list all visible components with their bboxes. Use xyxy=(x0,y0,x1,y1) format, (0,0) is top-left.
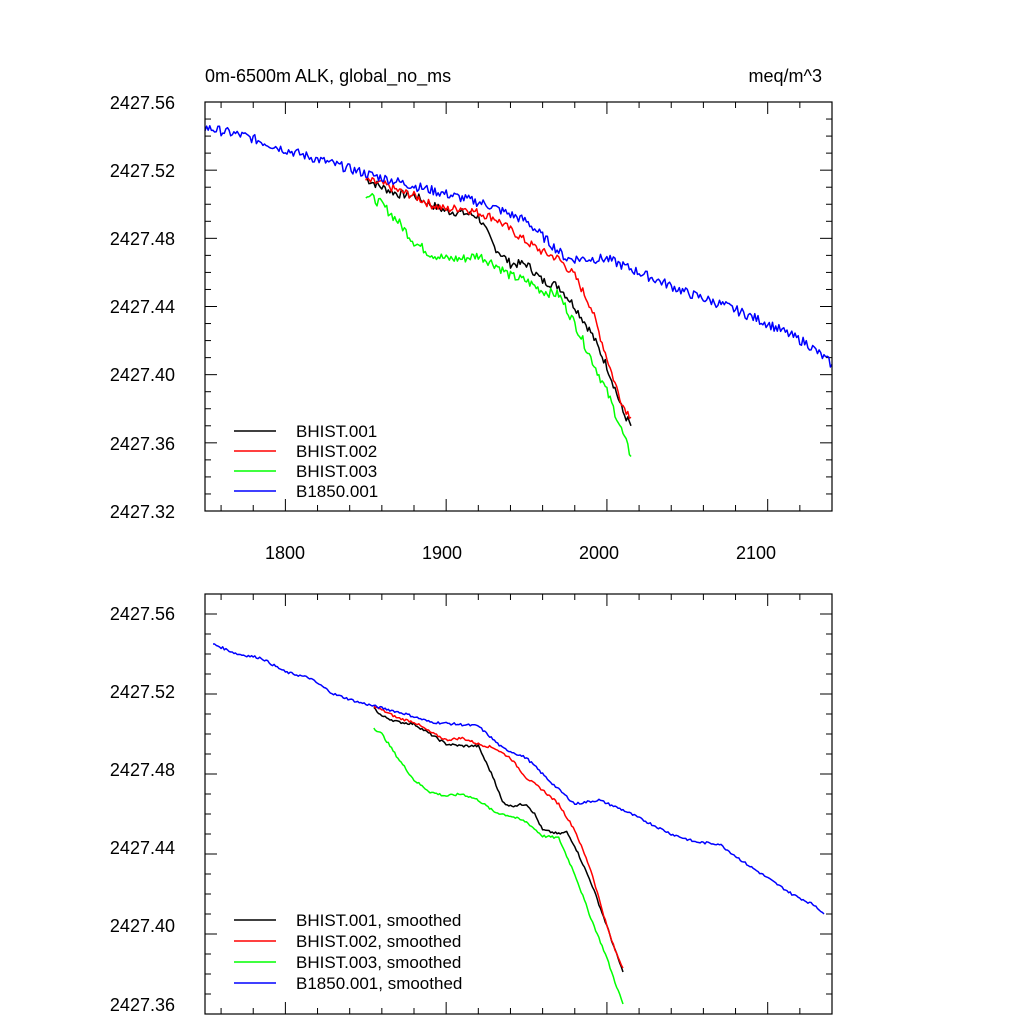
legend-label-b1850: B1850.001 xyxy=(296,482,378,501)
top-ytick-label: 2427.48 xyxy=(110,229,175,249)
top-series-line-bhist-001 xyxy=(365,178,632,427)
legend-label-bhist001: BHIST.001 xyxy=(296,422,377,441)
top-panel-title: 0m-6500m ALK, global_no_ms xyxy=(205,66,451,87)
bottom-series-line-bhist-003-smoothed xyxy=(373,727,624,1005)
bottom-ytick-label: 2427.40 xyxy=(110,916,175,936)
top-xtick-label: 1900 xyxy=(422,543,462,563)
bottom-series-lines xyxy=(213,643,825,1005)
top-ytick-label: 2427.40 xyxy=(110,365,175,385)
top-series-lines xyxy=(204,125,833,457)
top-series-line-bhist-003 xyxy=(365,192,632,457)
top-series-line-bhist-002 xyxy=(365,176,632,420)
top-panel: 0m-6500m ALK, global_no_ms meq/m^3 2427.… xyxy=(110,66,833,563)
legend-label-bhist002-smoothed: BHIST.002, smoothed xyxy=(296,932,461,951)
bottom-series-line-b1850-001-smoothed xyxy=(213,643,825,915)
legend-label-bhist003: BHIST.003 xyxy=(296,462,377,481)
top-ytick-label: 2427.44 xyxy=(110,297,175,317)
bottom-ytick-label: 2427.56 xyxy=(110,604,175,624)
top-xtick-label: 2000 xyxy=(579,543,619,563)
bottom-ytick-label: 2427.36 xyxy=(110,995,175,1015)
top-xtick-labels: 1800 1900 2000 2100 xyxy=(265,543,776,563)
top-plot-frame xyxy=(204,101,833,512)
top-ytick-labels: 2427.32 2427.36 2427.40 2427.44 2427.48 … xyxy=(110,93,175,522)
top-xtick-label: 2100 xyxy=(736,543,776,563)
bottom-ytick-label: 2427.44 xyxy=(110,838,175,858)
bottom-plot-frame xyxy=(204,593,833,1015)
bottom-panel: 2427.36 2427.40 2427.44 2427.48 2427.52 … xyxy=(110,593,833,1015)
bottom-ytick-label: 2427.48 xyxy=(110,760,175,780)
bottom-legend: BHIST.001, smoothed BHIST.002, smoothed … xyxy=(234,911,462,993)
bottom-ytick-label: 2427.52 xyxy=(110,682,175,702)
top-series-line-b1850-001 xyxy=(204,125,833,368)
top-xtick-label: 1800 xyxy=(265,543,305,563)
top-ytick-label: 2427.52 xyxy=(110,161,175,181)
bottom-series-line-bhist-001-smoothed xyxy=(373,706,624,973)
bottom-series-line-bhist-002-smoothed xyxy=(373,704,624,969)
top-ytick-label: 2427.32 xyxy=(110,502,175,522)
top-legend: BHIST.001 BHIST.002 BHIST.003 B1850.001 xyxy=(234,422,378,501)
top-panel-units: meq/m^3 xyxy=(749,66,822,86)
top-ytick-label: 2427.56 xyxy=(110,93,175,113)
legend-label-bhist003-smoothed: BHIST.003, smoothed xyxy=(296,953,461,972)
legend-label-bhist002: BHIST.002 xyxy=(296,442,377,461)
bottom-ytick-labels: 2427.36 2427.40 2427.44 2427.48 2427.52 … xyxy=(110,604,175,1015)
legend-label-b1850-smoothed: B1850.001, smoothed xyxy=(296,974,462,993)
legend-label-bhist001-smoothed: BHIST.001, smoothed xyxy=(296,911,461,930)
top-ytick-label: 2427.36 xyxy=(110,434,175,454)
